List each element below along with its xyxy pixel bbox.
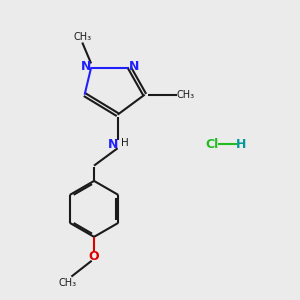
Text: N: N [108,138,118,151]
Text: CH₃: CH₃ [177,90,195,100]
Text: N: N [129,60,139,73]
Text: N: N [81,60,92,73]
Text: O: O [89,250,99,263]
Text: CH₃: CH₃ [58,278,76,287]
Text: H: H [236,138,247,151]
Text: CH₃: CH₃ [73,32,91,42]
Text: H: H [121,138,129,148]
Text: Cl: Cl [205,138,218,151]
